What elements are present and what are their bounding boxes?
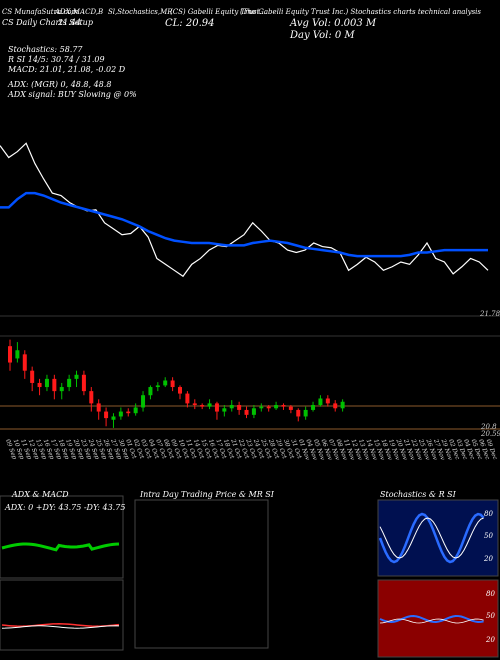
- stochastics-value: Stochastics: 58.77: [8, 45, 83, 54]
- candle-body: [259, 406, 264, 409]
- adx-panel: [0, 495, 124, 579]
- candle-body: [96, 403, 101, 412]
- candle-body: [288, 406, 293, 410]
- ticker-line: CS Daily Charts Setup: [2, 18, 93, 27]
- ticker-value: 21.44: [58, 18, 81, 27]
- candle-body: [141, 395, 146, 408]
- candle-body: [185, 393, 190, 404]
- rsi-tick-20: 20: [486, 636, 495, 644]
- adx-value: ADX: (MGR) 0, 48.8, 48.8: [8, 80, 112, 89]
- candle-body: [37, 382, 42, 388]
- candle-body: [333, 403, 338, 409]
- indicators-label: ADX,MACD,B: [55, 8, 104, 16]
- candle-body: [318, 398, 323, 406]
- candle-body: [133, 407, 138, 414]
- candle-body: [200, 405, 205, 407]
- rsi-panel: [377, 579, 499, 658]
- candle-body: [296, 409, 301, 417]
- stochastic-title: Stochastics & R SI: [380, 490, 456, 499]
- candle-body: [8, 346, 12, 363]
- candle-body: [59, 387, 64, 392]
- candle-body: [340, 401, 345, 409]
- price-right-label: 21.78: [480, 310, 500, 318]
- candle-body: [67, 378, 72, 388]
- candle-body: [89, 391, 94, 404]
- candle-body: [44, 378, 49, 388]
- moving-average-line: [0, 191, 488, 258]
- candle-body: [178, 387, 182, 394]
- candle-body: [30, 370, 35, 383]
- candle-body: [170, 380, 175, 388]
- close-price: CL: 20.94: [165, 18, 215, 29]
- candle-body: [237, 405, 242, 410]
- candle-body: [311, 405, 316, 410]
- price-line: [0, 142, 489, 278]
- candle-body: [325, 398, 330, 404]
- candle-body: [155, 385, 160, 388]
- rsi-signal-line: [379, 618, 484, 624]
- candle-body: [15, 350, 20, 359]
- candle-body: [207, 403, 212, 407]
- stoch-label: Sl,Stochastics,MR: [108, 8, 173, 16]
- macd-signal-line: [1, 625, 120, 629]
- rsi-tick-50: 50: [486, 612, 495, 620]
- adx-line: [1, 542, 120, 552]
- macd-panel: [0, 579, 124, 651]
- candle-body: [266, 406, 271, 409]
- candle-body: [22, 354, 27, 371]
- candle-body: [74, 374, 79, 379]
- intraday-title: Intra Day Trading Price & MR SI: [140, 490, 274, 499]
- candle-body: [148, 387, 153, 396]
- candle-body: [229, 405, 234, 409]
- stochastic-k-line: [378, 512, 485, 564]
- candle-body: [118, 411, 123, 417]
- candle-body: [163, 380, 168, 386]
- candle-body: [52, 378, 57, 392]
- candles-group: [8, 339, 345, 428]
- avg-volume: Avg Vol: 0.003 M: [290, 18, 377, 29]
- bottom-lines-group: [1, 512, 485, 629]
- stoch-tick-50: 50: [484, 532, 493, 540]
- candle-body: [81, 374, 86, 392]
- rsi-tick-80: 80: [486, 590, 495, 598]
- rsi-line: [379, 615, 484, 624]
- intraday-panel: [134, 499, 269, 649]
- candle-body: [222, 408, 227, 412]
- stochastics-line: R SI 14/5: 30.74 / 31.09: [8, 55, 105, 64]
- candle-body: [244, 409, 249, 415]
- company-name: (The Gabelli Equity Trust Inc.) Stochast…: [240, 8, 482, 16]
- candle-body: [126, 411, 131, 414]
- adx-panel-title: ADX & MACD: [12, 490, 69, 499]
- candle-body: [281, 405, 286, 407]
- stoch-tick-80: 80: [484, 510, 493, 518]
- day-volume: Day Vol: 0 M: [290, 30, 355, 41]
- level-lower-label: 20.59: [481, 430, 500, 438]
- stocks-link[interactable]: CS MunafaSutra.com: [2, 8, 79, 16]
- adx-signal: ADX signal: BUY Slowing @ 0%: [8, 90, 137, 99]
- ticker-full: (CS) Gabelli Equity Trust...: [170, 8, 267, 16]
- candle-body: [104, 411, 109, 419]
- candle-body: [111, 416, 116, 420]
- level-upper-label: 20.8: [481, 423, 497, 431]
- candle-body: [192, 403, 197, 406]
- candle-body: [303, 409, 308, 417]
- stoch-tick-20: 20: [484, 555, 493, 563]
- candle-body: [251, 408, 256, 415]
- macd-value: MACD: 21.01, 21.08, -0.02 D: [8, 65, 126, 74]
- macd-line: [1, 623, 120, 627]
- candle-body: [274, 405, 279, 409]
- stochastic-panel: [377, 499, 499, 577]
- candle-body: [214, 403, 219, 412]
- adx-legend: ADX: 0 +DY: 43.75 -DY: 43.75: [5, 503, 126, 512]
- stochastic-d-line: [379, 517, 484, 559]
- price-lines-group: [0, 142, 489, 278]
